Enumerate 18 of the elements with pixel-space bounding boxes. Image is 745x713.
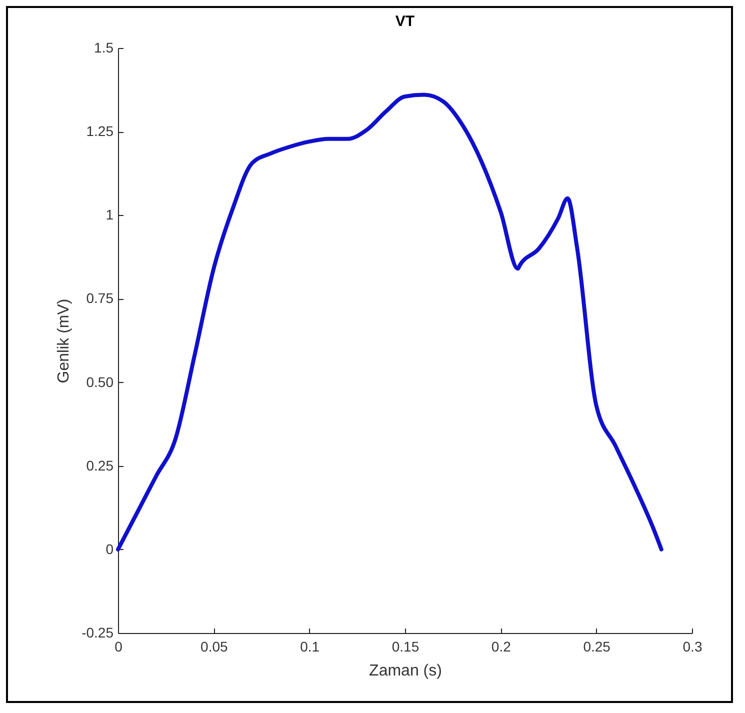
x-tick-label: 0.15	[392, 638, 420, 654]
x-axis-title: Zaman (s)	[369, 662, 442, 680]
y-tick-label: 1.5	[94, 40, 114, 56]
x-tick-label: 0.1	[300, 638, 320, 654]
y-tick-label: 1.25	[86, 123, 114, 140]
y-tick-label: 0	[106, 540, 114, 557]
y-tick-label: 0.75	[86, 290, 114, 306]
x-tick-label: 0.25	[583, 638, 611, 654]
chart-title: VT	[395, 13, 415, 30]
line-series	[116, 92, 664, 552]
y-axis-title: Genlik (mV)	[56, 298, 73, 384]
x-tick-label: 0.2	[491, 638, 512, 654]
x-tick-label: 0.05	[200, 638, 228, 654]
y-tick-label: 0.25	[86, 457, 114, 474]
y-tick-label: -0.25	[82, 624, 114, 640]
y-tick-label: 0.50	[86, 374, 114, 390]
x-tick-label: 0.3	[682, 638, 702, 654]
y-tick-label: 1	[106, 206, 114, 223]
